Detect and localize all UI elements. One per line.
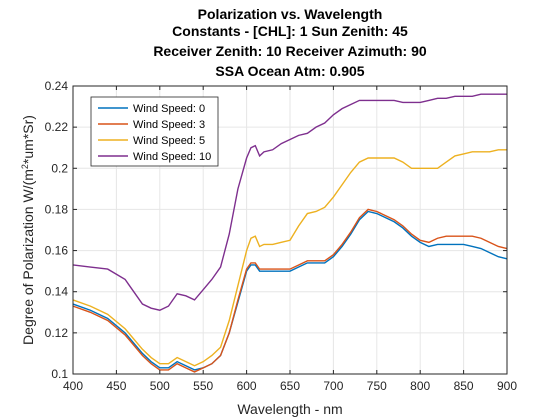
legend: Wind Speed: 0 Wind Speed: 3 Wind Speed: 5 W… xyxy=(90,96,219,167)
y-axis-label: Degree of Polarization W/(m2*um*Sr) xyxy=(20,115,36,345)
x-tick-label: 850 xyxy=(454,379,474,393)
y-tick-label: 0.1 xyxy=(51,367,68,381)
chart-title-line-2: Constants - [CHL]: 1 Sun Zenith: 45 xyxy=(172,23,408,39)
x-tick-label: 400 xyxy=(63,379,83,393)
y-tick-label: 0.22 xyxy=(45,120,69,134)
x-tick-label: 750 xyxy=(367,379,387,393)
x-tick-label: 500 xyxy=(150,379,170,393)
x-tick-label: 800 xyxy=(410,379,430,393)
y-tick-label: 0.2 xyxy=(51,161,68,175)
y-tick-label: 0.12 xyxy=(45,326,69,340)
x-tick-label: 600 xyxy=(237,379,257,393)
legend-label-1: Wind Speed: 3 xyxy=(133,119,205,131)
x-tick-label: 700 xyxy=(323,379,343,393)
series-line-1 xyxy=(72,208,508,373)
ticks xyxy=(72,85,508,375)
chart-title-line-3: Receiver Zenith: 10 Receiver Azimuth: 90 xyxy=(153,43,427,59)
series-line-3 xyxy=(72,93,507,311)
series-lines xyxy=(72,93,508,373)
y-tick-label: 0.24 xyxy=(45,79,69,93)
y-axis-label-superscript: 2 xyxy=(20,164,30,169)
chart-title: Polarization vs. Wavelength Constants - … xyxy=(153,6,427,79)
chart-title-line-1: Polarization vs. Wavelength xyxy=(198,6,383,22)
y-tick-label: 0.18 xyxy=(45,202,69,216)
chart-title-line-4: SSA Ocean Atm: 0.905 xyxy=(215,63,364,79)
y-axis-label-prefix: Degree of Polarization W/(m xyxy=(20,169,36,345)
x-tick-labels: 400 450 500 550 600 650 700 750 800 850 900 xyxy=(63,379,517,393)
y-tick-label: 0.16 xyxy=(45,244,69,258)
legend-label-0: Wind Speed: 0 xyxy=(133,103,205,115)
x-tick-label: 450 xyxy=(106,379,126,393)
x-tick-label: 650 xyxy=(280,379,300,393)
legend-label-2: Wind Speed: 5 xyxy=(133,135,205,147)
y-tick-label: 0.14 xyxy=(45,285,69,299)
legend-label-3: Wind Speed: 10 xyxy=(133,151,211,163)
x-axis-label: Wavelength - nm xyxy=(237,401,342,417)
y-tick-labels: 0.1 0.12 0.14 0.16 0.18 0.2 0.22 0.24 xyxy=(45,79,69,381)
y-axis-label-suffix: *um*Sr) xyxy=(20,115,36,164)
series-line-0 xyxy=(72,210,508,371)
series-line-2 xyxy=(72,149,507,367)
x-tick-label: 900 xyxy=(497,379,517,393)
x-tick-label: 550 xyxy=(193,379,213,393)
